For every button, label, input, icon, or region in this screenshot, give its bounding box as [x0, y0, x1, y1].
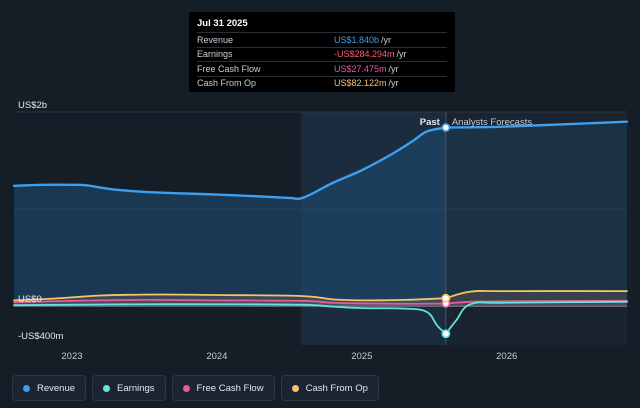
legend-item-free-cash-flow[interactable]: Free Cash Flow — [171, 375, 275, 401]
tooltip-label: Cash From Op — [197, 78, 257, 89]
series-line-earnings — [13, 303, 447, 335]
y-tick-label: -US$400m — [18, 331, 63, 342]
revenue-area — [14, 127, 446, 307]
tooltip-label: Earnings — [197, 49, 233, 60]
tooltip-row-earnings: Earnings -US$284.294m /yr — [197, 46, 447, 62]
legend-label: Earnings — [117, 382, 155, 394]
legend-dot-icon — [103, 384, 111, 392]
legend-dot-icon — [291, 384, 299, 392]
series-line-cash-from-op — [13, 293, 447, 302]
tooltip-value: US$1.840b — [334, 34, 380, 45]
series-forecast-line-cash-from-op — [444, 290, 628, 300]
tooltip-value: US$82.122m — [334, 78, 387, 89]
tooltip-label: Free Cash Flow — [197, 63, 261, 74]
tooltip-unit: /yr — [396, 49, 407, 60]
marker-earnings — [441, 329, 451, 339]
forecast-label: Analysts Forecasts — [452, 117, 532, 128]
series-forecast-line-free-cash-flow — [444, 299, 628, 305]
tooltip-date: Jul 31 2025 — [197, 18, 248, 29]
series-line-free-cash-flow — [13, 298, 447, 305]
marker-cash-from-op — [441, 293, 451, 303]
tooltip-row-cash-from-op: Cash From Op US$82.122m /yr — [197, 75, 447, 91]
chart-legend: Revenue Earnings Free Cash Flow Cash Fro… — [12, 375, 379, 401]
x-tick-label: 2025 — [351, 351, 372, 362]
past-label: Past — [420, 117, 441, 128]
legend-item-earnings[interactable]: Earnings — [92, 375, 166, 401]
x-tick-label: 2026 — [496, 351, 517, 362]
y-tick-label: US$2b — [18, 100, 47, 111]
y-tick-label: US$0 — [18, 294, 42, 305]
series-forecast-line-revenue — [444, 120, 629, 129]
tooltip-label: Revenue — [197, 34, 234, 45]
legend-label: Revenue — [37, 382, 76, 394]
series-forecast-line-earnings — [444, 300, 628, 335]
legend-item-cash-from-op[interactable]: Cash From Op — [280, 375, 379, 401]
tooltip-value: -US$284.294m — [334, 49, 395, 60]
tooltip-unit: /yr — [388, 63, 399, 74]
tooltip-row-revenue: Revenue US$1.840b /yr — [197, 32, 447, 47]
tooltip-unit: /yr — [388, 78, 399, 89]
series-line-revenue — [12, 126, 448, 201]
marker-revenue — [441, 123, 451, 132]
x-tick-label: 2023 — [61, 351, 82, 362]
revenue-forecast-area — [445, 121, 627, 307]
legend-dot-icon — [182, 384, 190, 392]
hover-tooltip: Jul 31 2025 Revenue US$1.840b /yr Earnin… — [189, 12, 455, 92]
legend-label: Free Cash Flow — [196, 382, 264, 394]
legend-dot-icon — [23, 384, 30, 392]
legend-item-revenue[interactable]: Revenue — [12, 375, 87, 401]
legend-label: Cash From Op — [305, 382, 368, 394]
tooltip-unit: /yr — [381, 34, 392, 45]
tooltip-row-free-cash-flow: Free Cash Flow US$27.475m /yr — [197, 61, 447, 76]
tooltip-value: US$27.475m — [334, 63, 387, 74]
x-tick-label: 2024 — [206, 351, 227, 362]
